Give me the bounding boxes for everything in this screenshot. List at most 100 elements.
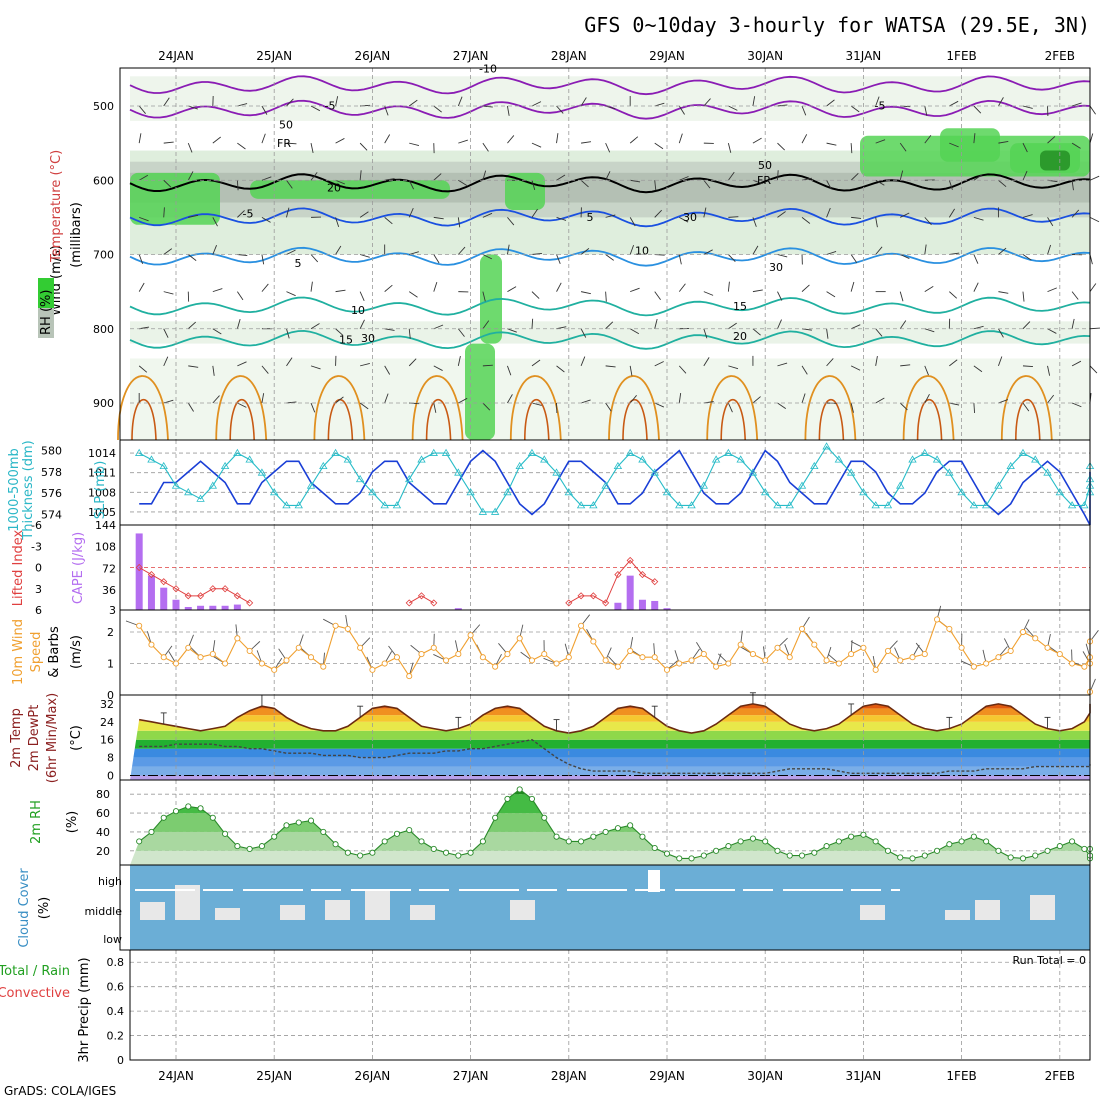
wind10m-point — [688, 657, 695, 664]
rh2m-ylabel: 2m RH — [29, 800, 44, 844]
slp-point — [625, 448, 635, 456]
slp-ylabel: SLP (mb) — [93, 461, 108, 520]
pressure-tick: 500 — [93, 100, 114, 113]
wind-barb — [286, 207, 290, 218]
wind-barb — [777, 254, 788, 258]
wind-barb — [359, 142, 368, 151]
upper-rh-shading — [130, 76, 1090, 440]
slp-point — [724, 448, 733, 456]
wind10m-point — [185, 644, 192, 651]
wind-barb — [924, 393, 930, 404]
wind-barb — [899, 291, 904, 302]
wind-barb — [408, 208, 414, 218]
rh2m-point — [197, 805, 204, 812]
cloud-level-label: high — [98, 875, 122, 888]
wind-barb — [384, 393, 389, 404]
rh2m-point — [553, 833, 560, 840]
rh-humid-patch — [250, 180, 450, 199]
rh2m-point — [442, 849, 450, 856]
slp-point — [699, 481, 709, 489]
wind10m-panel-bg — [120, 610, 1090, 695]
wind10m-point — [320, 663, 327, 670]
wind-barb — [261, 216, 271, 223]
wind-barb — [924, 285, 934, 293]
wind-barb — [727, 402, 733, 413]
wind-barb — [801, 365, 808, 375]
slp-point — [1006, 461, 1015, 470]
wind-barb — [850, 365, 861, 371]
wind-barb — [777, 170, 779, 181]
temp2m-ylabel-1: 2m Temp — [9, 708, 24, 768]
top-date-axis: 24JAN 25JAN 26JAN 27JAN 28JAN 29JAN 30JAN 31JAN… — [158, 49, 1075, 63]
wind-barb — [457, 328, 465, 337]
contour-label: 50 — [758, 159, 772, 172]
wind-barb — [237, 142, 246, 150]
wind-barb — [728, 254, 736, 263]
temp-color-band — [130, 739, 1090, 749]
wind-barb — [1071, 102, 1082, 107]
wind10m-ylabel-1: 10m Wind — [11, 619, 26, 685]
rh2m-point — [209, 814, 216, 821]
rh2m-point — [823, 843, 830, 850]
wind-barb — [1022, 291, 1025, 302]
slp-point — [1067, 501, 1077, 509]
wind-barb — [286, 328, 290, 339]
slp-point — [134, 448, 144, 456]
upper-ylabel-units: (millibars) — [69, 202, 84, 268]
wind10m-point — [455, 651, 462, 658]
wind-barb — [1022, 365, 1033, 368]
slp-point — [319, 461, 328, 470]
wind-barb — [850, 281, 855, 292]
temperature-contour — [129, 296, 1091, 317]
warm-contour — [215, 375, 268, 441]
rh-very-humid-patch — [1040, 150, 1070, 171]
contour-label: -10 — [479, 63, 497, 76]
wind-barb — [433, 216, 444, 220]
wind-barb — [850, 172, 859, 181]
middle-cloud-bar — [975, 900, 1000, 920]
rh2m-point — [713, 847, 720, 854]
wind10m-point — [258, 660, 265, 667]
wind10m-point — [737, 641, 744, 648]
slp-point — [527, 448, 537, 456]
precip-tick: 0 — [117, 1054, 124, 1067]
warm-contour-inner — [622, 398, 648, 441]
wind-barb — [605, 171, 611, 181]
wind-barb — [580, 328, 587, 338]
wind-barb — [973, 174, 983, 181]
lifted-index-point — [172, 585, 180, 593]
wind-barb — [163, 248, 173, 255]
wind-barb — [875, 217, 878, 228]
wind-barb — [1022, 170, 1028, 181]
slp-tick: 1011 — [88, 467, 116, 480]
wind-barb — [998, 247, 1007, 255]
upper-y-ticks: 500 600 700 800 900 — [93, 100, 114, 410]
lifted-index-point — [602, 599, 610, 607]
rh2m-point — [541, 814, 548, 821]
temp-color-band — [130, 748, 1090, 758]
wind-barb — [850, 254, 858, 264]
precip-grid — [130, 950, 1090, 1060]
wind-barb — [924, 217, 932, 226]
wind-barb — [1047, 328, 1057, 334]
slp-point — [797, 481, 807, 489]
slp-point — [171, 481, 181, 489]
rh2m-point — [578, 838, 585, 845]
wind-barb — [826, 328, 829, 339]
warm-contour-inner — [229, 398, 255, 441]
warm-contour-inner — [131, 398, 157, 441]
thickness-slp-series — [134, 442, 1095, 526]
warm-contour-inner — [425, 398, 452, 441]
wind-barb — [433, 173, 442, 181]
wind-barb — [998, 356, 1003, 367]
wind-barb — [482, 170, 487, 181]
wind10m-point — [307, 654, 315, 661]
rh2m-point — [774, 847, 781, 854]
contour-label: 30 — [683, 211, 697, 224]
slp-point — [773, 501, 782, 509]
slp-point — [883, 501, 893, 509]
wind10m-point — [835, 660, 842, 667]
wind-barb — [752, 96, 756, 107]
wind-barb — [506, 105, 510, 116]
rh2m-point — [1032, 852, 1039, 859]
